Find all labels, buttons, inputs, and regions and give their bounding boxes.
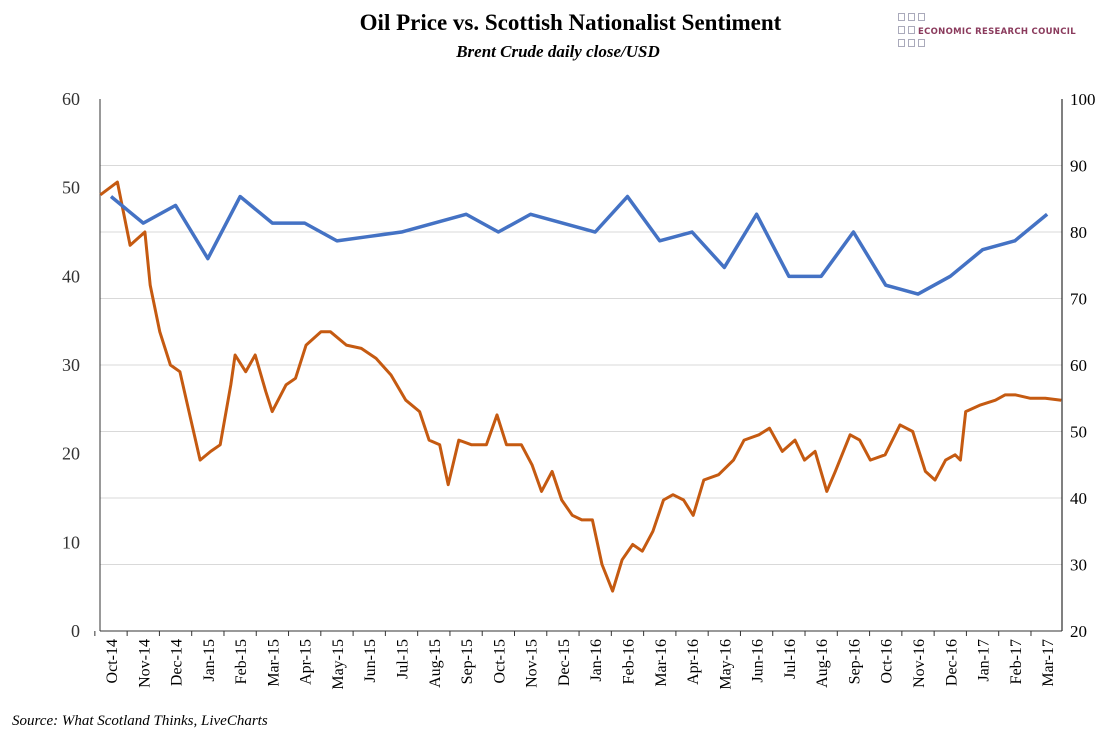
left-axis-tick-label: 60 xyxy=(62,89,80,109)
right-axis-tick-label: 90 xyxy=(1070,157,1087,176)
oil-price-line xyxy=(99,180,1062,593)
x-tick-label: Oct-14 xyxy=(104,639,121,683)
left-axis-tick-label: 10 xyxy=(62,532,80,552)
x-tick-label: Jan-16 xyxy=(588,639,605,682)
x-tick-label: Jul-15 xyxy=(395,639,412,679)
x-tick-label: Feb-15 xyxy=(233,639,250,684)
x-tick-label: Nov-15 xyxy=(524,639,541,688)
x-tick-label: Apr-15 xyxy=(298,639,315,685)
left-axis-tick-label: 20 xyxy=(62,444,80,464)
sentiment-line xyxy=(109,194,1049,296)
x-tick-label: Mar-16 xyxy=(653,639,670,687)
x-tick-label: Jul-16 xyxy=(782,639,799,679)
left-axis-tick-label: 30 xyxy=(62,355,80,375)
x-tick-label: Aug-16 xyxy=(814,639,831,688)
source-note: Source: What Scotland Thinks, LiveCharts xyxy=(12,713,268,729)
right-axis-tick-label: 60 xyxy=(1070,356,1087,375)
x-tick-label: Apr-16 xyxy=(685,639,702,685)
logo-text: ECONOMIC RESEARCH COUNCIL xyxy=(918,27,1076,37)
x-tick-label: Mar-17 xyxy=(1040,639,1057,687)
right-axis-tick-label: 80 xyxy=(1070,223,1087,242)
x-tick-label: Mar-15 xyxy=(265,639,282,687)
x-tick-label: Sep-16 xyxy=(846,639,863,684)
left-axis-tick-label: 40 xyxy=(62,266,80,286)
left-axis-tick-label: 0 xyxy=(71,621,80,641)
x-tick-label: Jan-17 xyxy=(976,639,993,682)
x-tick-label: Nov-14 xyxy=(136,639,153,688)
right-axis-tick-label: 100 xyxy=(1070,90,1096,109)
chart-subtitle: Brent Crude daily close/USD xyxy=(456,42,660,61)
left-axis-tick-label: 50 xyxy=(62,178,80,198)
right-axis-tick-label: 40 xyxy=(1070,489,1087,508)
x-tick-label: Jun-15 xyxy=(362,639,379,683)
right-axis-tick-label: 30 xyxy=(1070,556,1087,575)
x-tick-label: Jan-15 xyxy=(201,639,218,682)
x-tick-label: Dec-16 xyxy=(943,639,960,686)
x-tick-label: Dec-14 xyxy=(169,639,186,686)
x-tick-label: May-16 xyxy=(717,639,734,690)
x-tick-label: Feb-16 xyxy=(620,639,637,684)
x-tick-label: Dec-15 xyxy=(556,639,573,686)
x-tick-label: Oct-16 xyxy=(879,639,896,683)
x-tick-label: May-15 xyxy=(330,639,347,690)
chart-title: Oil Price vs. Scottish Nationalist Senti… xyxy=(359,10,782,35)
x-tick-label: Nov-16 xyxy=(911,639,928,688)
right-axis-tick-label: 50 xyxy=(1070,423,1087,442)
x-tick-label: Feb-17 xyxy=(1008,639,1025,684)
x-tick-label: Oct-15 xyxy=(491,639,508,683)
x-tick-label: Sep-15 xyxy=(459,639,476,684)
right-axis-tick-label: 70 xyxy=(1070,290,1087,309)
right-axis-tick-label: 20 xyxy=(1070,622,1087,641)
x-tick-label: Jun-16 xyxy=(750,639,767,683)
logo: ECONOMIC RESEARCH COUNCIL xyxy=(898,10,1076,49)
x-tick-label: Aug-15 xyxy=(427,639,444,688)
